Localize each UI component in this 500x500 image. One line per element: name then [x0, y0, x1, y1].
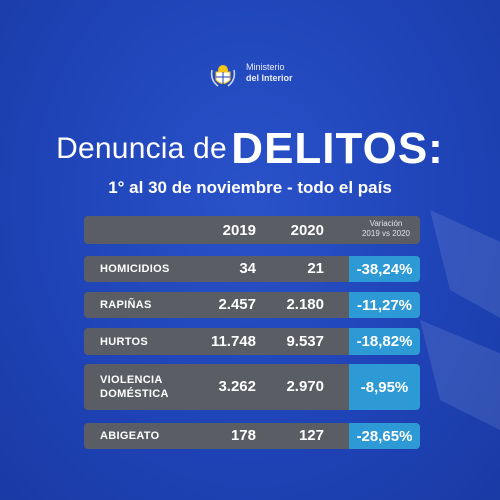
- header-2020: 2020: [290, 222, 324, 239]
- table-row-violencia-domestica: VIOLENCIA DOMÉSTICA 3.262 2.970 -8,95%: [84, 364, 420, 410]
- ministry-name-line1: Ministerio: [246, 62, 285, 72]
- title-main: DELITOS:: [231, 124, 444, 173]
- table-row-abigeato: ABIGEATO 178 127 -28,65%: [84, 423, 420, 449]
- row-label-line1: VIOLENCIA: [100, 374, 163, 386]
- row-variation: -18,82%: [349, 328, 420, 355]
- row-value-2020: 2.970: [286, 378, 324, 395]
- row-label: ABIGEATO: [100, 430, 160, 442]
- row-value-2020: 21: [307, 260, 324, 277]
- row-value-2019: 3.262: [218, 378, 256, 395]
- row-variation: -38,24%: [349, 256, 420, 282]
- row-value-2019: 11.748: [210, 333, 256, 350]
- row-value-2019: 178: [230, 427, 256, 444]
- ministry-logo: Ministerio del Interior: [206, 56, 293, 90]
- row-label-line2: DOMÉSTICA: [100, 388, 169, 400]
- row-variation: -8,95%: [349, 364, 420, 410]
- row-label: HURTOS: [100, 336, 149, 348]
- header-variation-line1: Variación: [369, 219, 403, 228]
- page-title: Denuncia de DELITOS:: [0, 124, 500, 174]
- table-row-rapinas: RAPIÑAS 2.457 2.180 -11,27%: [84, 292, 420, 318]
- row-value-2020: 2.180: [286, 296, 324, 313]
- row-value-2020: 9.537: [286, 333, 324, 350]
- header-variation-line2: 2019 vs 2020: [361, 229, 411, 238]
- row-variation: -28,65%: [349, 423, 420, 449]
- row-label: HOMICIDIOS: [100, 263, 170, 275]
- ministry-name-line2: del Interior: [246, 73, 293, 83]
- decorative-background-pattern: [420, 210, 500, 430]
- table-row-homicidios: HOMICIDIOS 34 21 -38,24%: [84, 256, 420, 282]
- ministry-name: Ministerio del Interior: [246, 62, 293, 84]
- row-value-2019: 34: [239, 260, 256, 277]
- table-header: 2019 2020 Variación 2019 vs 2020: [84, 216, 420, 244]
- header-2019: 2019: [222, 222, 256, 239]
- coat-of-arms-icon: [210, 65, 236, 87]
- header-variation: Variación 2019 vs 2020: [352, 219, 420, 239]
- row-label: RAPIÑAS: [100, 299, 152, 311]
- title-prefix: Denuncia de: [56, 132, 227, 165]
- row-label: VIOLENCIA DOMÉSTICA: [100, 373, 169, 401]
- date-range-subtitle: 1° al 30 de noviembre - todo el país: [108, 178, 392, 197]
- row-value-2019: 2.457: [218, 296, 256, 313]
- row-value-2020: 127: [298, 427, 324, 444]
- table-row-hurtos: HURTOS 11.748 9.537 -18,82%: [84, 328, 420, 355]
- row-variation: -11,27%: [349, 292, 420, 318]
